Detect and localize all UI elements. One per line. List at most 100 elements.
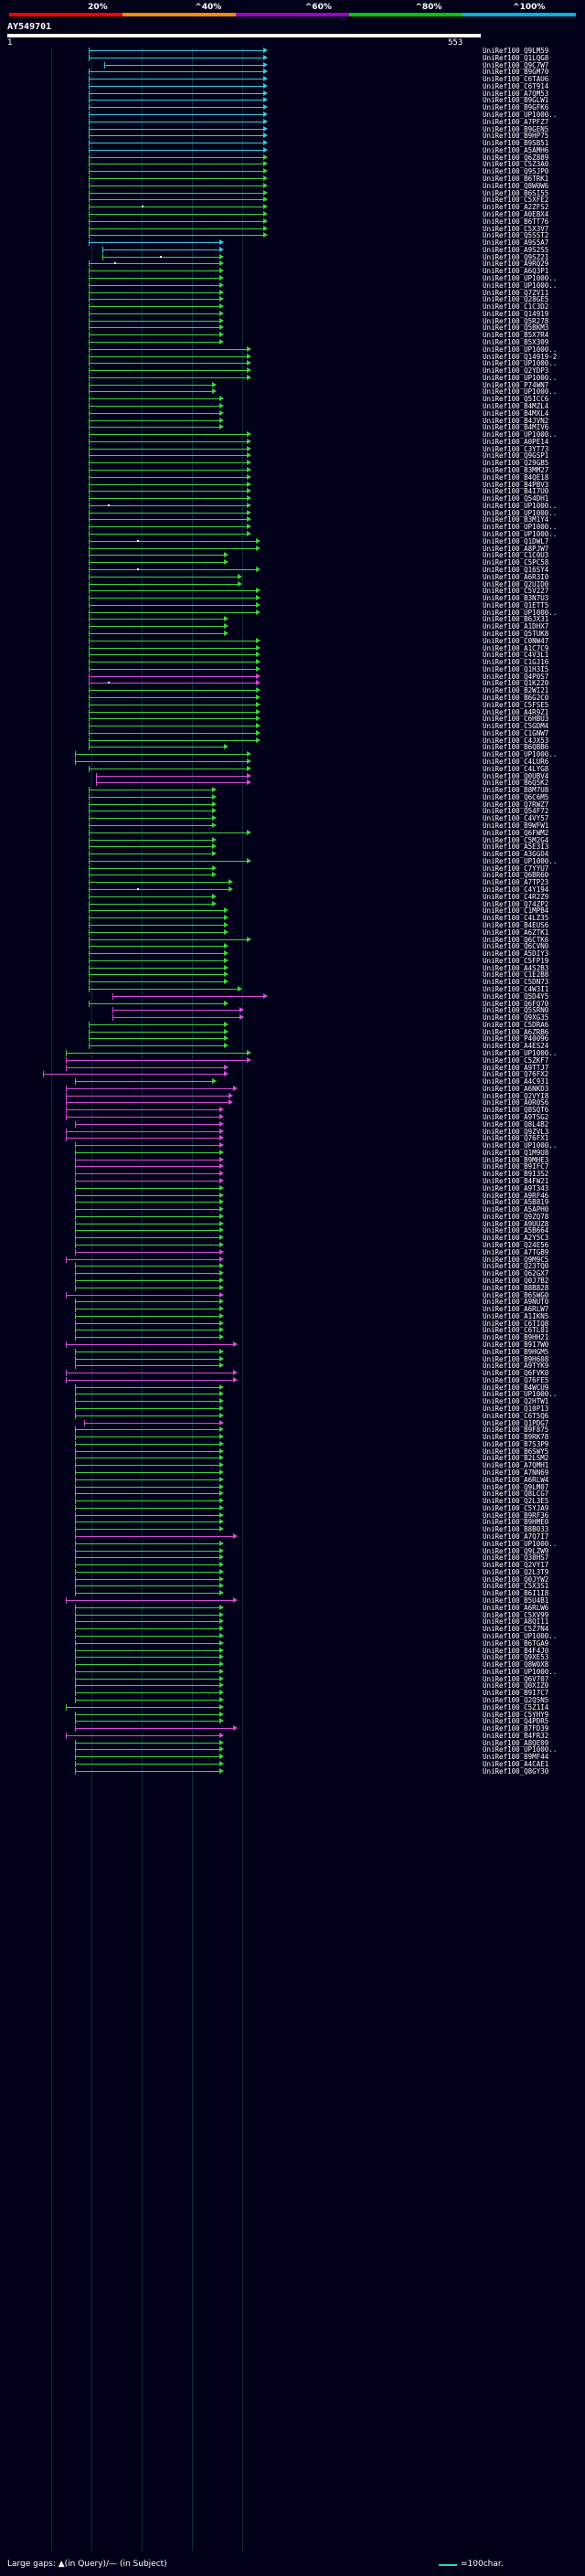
hit-row[interactable]: UniRef100_Q0J7B2 (0, 1277, 585, 1285)
hit-alignment-bar[interactable] (66, 1059, 247, 1061)
hit-label[interactable]: UniRef100_C4JX53 (483, 736, 549, 745)
hit-label[interactable]: UniRef100_C3YT73 (483, 444, 549, 453)
hit-label[interactable]: UniRef100_B6Q5K2 (483, 779, 549, 788)
hit-row[interactable]: UniRef100_Q10P13 (0, 1405, 585, 1413)
hit-row[interactable]: UniRef100_Q6BR60 (0, 871, 585, 880)
hit-label[interactable]: UniRef100_B4JVN2 (483, 416, 549, 425)
hit-label[interactable]: UniRef100_A9S5A7 (483, 239, 549, 248)
hit-label[interactable]: UniRef100_UP1000.. (483, 1745, 558, 1754)
hit-row[interactable]: UniRef100_Q6CTK6 (0, 936, 585, 944)
hit-label[interactable]: UniRef100_Q9SJP0 (483, 167, 549, 176)
hit-row[interactable]: UniRef100_Q1K220 (0, 679, 585, 688)
hit-label[interactable]: UniRef100_Q6BR60 (483, 871, 549, 880)
hit-alignment-bar[interactable] (89, 846, 212, 848)
hit-row[interactable]: UniRef100_Q5BKM3 (0, 323, 585, 332)
hit-label[interactable]: UniRef100_A7QM53 (483, 89, 549, 98)
hit-alignment-bar[interactable] (89, 981, 224, 983)
hit-alignment-bar[interactable] (89, 419, 219, 421)
hit-label[interactable]: UniRef100_A4R9Z1 (483, 707, 549, 716)
hit-row[interactable]: UniRef100_UP1000.. (0, 750, 585, 759)
hit-label[interactable]: UniRef100_Q9XG35 (483, 1013, 549, 1023)
hit-alignment-bar[interactable] (75, 1514, 219, 1516)
hit-alignment-bar[interactable] (89, 306, 219, 308)
hit-label[interactable]: UniRef100_A0EBX4 (483, 209, 549, 218)
hit-alignment-bar[interactable] (89, 277, 219, 279)
hit-alignment-bar[interactable] (89, 1038, 224, 1040)
hit-label[interactable]: UniRef100_A9TSG2 (483, 1113, 549, 1121)
hit-row[interactable]: UniRef100_A7TP23 (0, 878, 585, 886)
hit-label[interactable]: UniRef100_UP1000.. (483, 750, 558, 759)
hit-label[interactable]: UniRef100_C1C0U3 (483, 551, 549, 560)
hit-row[interactable]: UniRef100_P40096 (0, 1034, 585, 1043)
hit-alignment-bar[interactable] (89, 519, 247, 521)
hit-label[interactable]: UniRef100_B3MM27 (483, 466, 549, 475)
hit-alignment-bar[interactable] (89, 683, 256, 684)
hit-alignment-bar[interactable] (89, 270, 219, 272)
hit-alignment-bar[interactable] (89, 555, 224, 557)
hit-label[interactable]: UniRef100_B6TRK1 (483, 175, 549, 184)
hit-alignment-bar[interactable] (89, 370, 247, 372)
hit-row[interactable]: UniRef100_A0PE14 (0, 437, 585, 446)
hit-row[interactable]: UniRef100_A4C931 (0, 1077, 585, 1086)
hit-label[interactable]: UniRef100_Q9SZ21 (483, 252, 549, 261)
hit-alignment-bar[interactable] (75, 1742, 219, 1744)
hit-row[interactable]: UniRef100_UP1000.. (0, 1668, 585, 1676)
hit-label[interactable]: UniRef100_Q2YDP3 (483, 366, 549, 376)
hit-label[interactable]: UniRef100_Q9LM59 (483, 47, 549, 55)
hit-row[interactable]: UniRef100_C5DN73 (0, 978, 585, 986)
hit-row[interactable]: UniRef100_B6TGA9 (0, 1639, 585, 1648)
hit-alignment-bar[interactable] (89, 711, 256, 713)
hit-row[interactable]: UniRef100_B4MIV6 (0, 423, 585, 432)
hit-label[interactable]: UniRef100_Q24E56 (483, 1241, 549, 1250)
hit-label[interactable]: UniRef100_B9HH21 (483, 1333, 549, 1342)
hit-alignment-bar[interactable] (75, 1536, 233, 1538)
hit-label[interactable]: UniRef100_C5M2G4 (483, 835, 549, 844)
hit-row[interactable]: UniRef100_UP1000.. (0, 387, 585, 396)
hit-alignment-bar[interactable] (89, 598, 256, 599)
hit-label[interactable]: UniRef100_Q5D4Y5 (483, 991, 549, 1001)
hit-row[interactable]: UniRef100_B9I3S2 (0, 1170, 585, 1178)
hit-label[interactable]: UniRef100_A2ZFS2 (483, 203, 549, 212)
hit-row[interactable]: UniRef100_B9IFC7 (0, 1162, 585, 1171)
hit-alignment-bar[interactable] (75, 1209, 219, 1211)
hit-row[interactable]: UniRef100_Q9SJP0 (0, 167, 585, 176)
hit-alignment-bar[interactable] (75, 1649, 219, 1651)
hit-label[interactable]: UniRef100_Q2VYI8 (483, 1091, 549, 1100)
hit-row[interactable]: UniRef100_Q9GSP1 (0, 451, 585, 460)
hit-label[interactable]: UniRef100_Q2Q5N5 (483, 1695, 549, 1704)
hit-alignment-bar[interactable] (75, 1472, 219, 1473)
hit-row[interactable]: UniRef100_UP1000.. (0, 509, 585, 517)
hit-row[interactable]: UniRef100_Q8GY30 (0, 1767, 585, 1776)
hit-alignment-bar[interactable] (96, 782, 247, 784)
hit-label[interactable]: UniRef100_B3N7U3 (483, 594, 549, 603)
hit-label[interactable]: UniRef100_C4LZ35 (483, 914, 549, 923)
hit-label[interactable]: UniRef100_Q1K220 (483, 679, 549, 688)
hit-alignment-bar[interactable] (75, 1237, 219, 1239)
hit-label[interactable]: UniRef100_A0PE14 (483, 437, 549, 446)
hit-alignment-bar[interactable] (89, 825, 212, 827)
hit-alignment-bar[interactable] (66, 1258, 219, 1260)
hit-alignment-bar[interactable] (89, 434, 247, 436)
hit-row[interactable]: UniRef100_B6QBB6 (0, 743, 585, 751)
hit-row[interactable]: UniRef100_UP1000.. (0, 345, 585, 354)
hit-alignment-bar[interactable] (89, 491, 247, 493)
hit-label[interactable]: UniRef100_Q9XE53 (483, 1653, 549, 1662)
hit-row[interactable]: UniRef100_Q29GB5 (0, 459, 585, 467)
hit-row[interactable]: UniRef100_UP1000.. (0, 111, 585, 119)
hit-label[interactable]: UniRef100_B4MIV6 (483, 423, 549, 432)
hit-row[interactable]: UniRef100_A5B819 (0, 1198, 585, 1206)
hit-alignment-bar[interactable] (89, 498, 247, 500)
hit-label[interactable]: UniRef100_C7YYU7 (483, 864, 549, 873)
hit-alignment-bar[interactable] (89, 299, 219, 301)
hit-row[interactable]: UniRef100_Q8SQT6 (0, 1106, 585, 1115)
hit-alignment-bar[interactable] (75, 1756, 219, 1758)
hit-label[interactable]: UniRef100_Q8SQT6 (483, 1106, 549, 1115)
hit-row[interactable]: UniRef100_UP1000.. (0, 1745, 585, 1754)
hit-alignment-bar[interactable] (89, 619, 224, 620)
hit-row[interactable]: UniRef100_B9HGM5 (0, 1348, 585, 1356)
hit-row[interactable]: UniRef100_UP1000.. (0, 281, 585, 290)
hit-label[interactable]: UniRef100_C5FSE5 (483, 700, 549, 709)
hit-alignment-bar[interactable] (89, 924, 224, 926)
hit-label[interactable]: UniRef100_A6ZTK1 (483, 928, 549, 937)
hit-alignment-bar[interactable] (75, 1450, 219, 1452)
